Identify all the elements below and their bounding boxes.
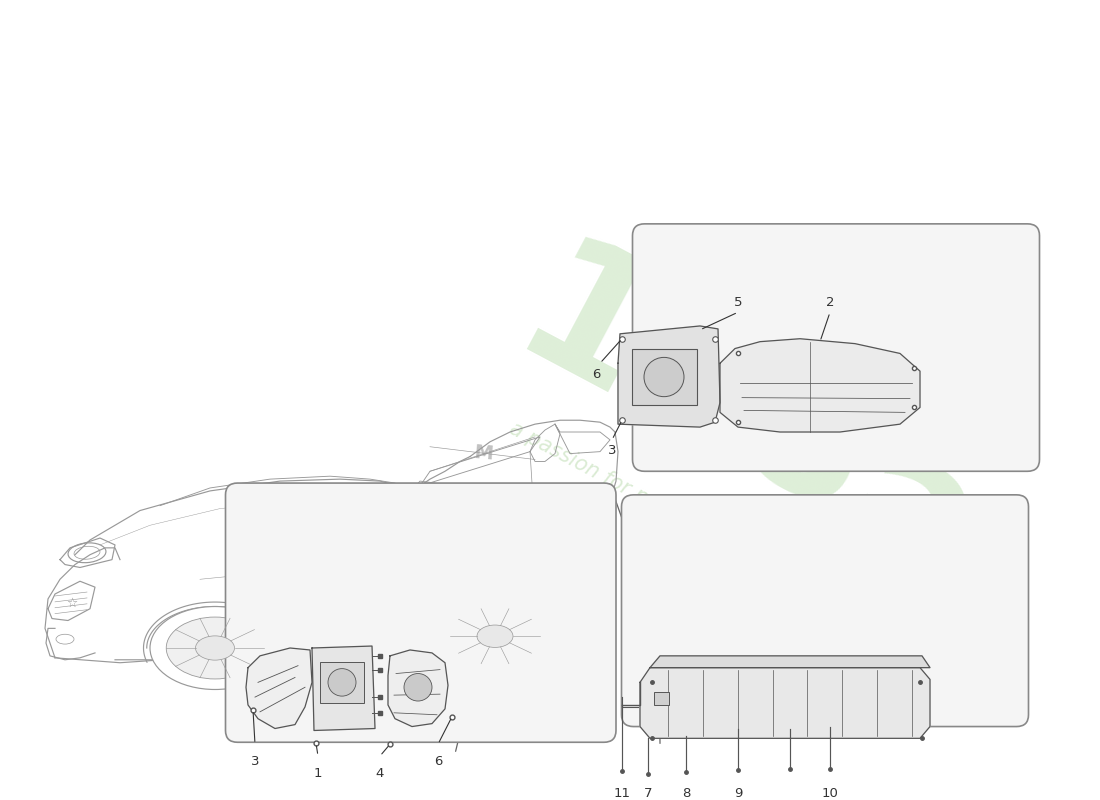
Text: 7: 7 [644, 787, 652, 800]
Text: 8: 8 [682, 787, 690, 800]
Ellipse shape [450, 608, 540, 665]
Text: 2: 2 [826, 296, 834, 310]
Polygon shape [246, 648, 312, 729]
Text: 6: 6 [433, 755, 442, 768]
Text: 10: 10 [822, 787, 838, 800]
FancyBboxPatch shape [226, 483, 616, 742]
Circle shape [404, 674, 432, 701]
Bar [632, 349, 697, 406]
Text: 9: 9 [734, 787, 742, 800]
Text: 3: 3 [251, 755, 260, 768]
Ellipse shape [477, 625, 513, 647]
Text: 5: 5 [734, 296, 742, 310]
Text: 3: 3 [607, 444, 616, 457]
Text: a passion for parts since 1985: a passion for parts since 1985 [506, 418, 794, 583]
Text: M: M [473, 443, 494, 464]
Polygon shape [640, 668, 930, 738]
Text: 1: 1 [314, 767, 322, 780]
Ellipse shape [166, 617, 264, 679]
FancyBboxPatch shape [621, 495, 1028, 726]
Circle shape [644, 358, 684, 397]
FancyBboxPatch shape [632, 224, 1040, 471]
Polygon shape [388, 650, 448, 726]
Circle shape [328, 669, 356, 696]
Ellipse shape [150, 606, 280, 690]
Ellipse shape [196, 636, 234, 660]
Polygon shape [618, 326, 720, 427]
Polygon shape [312, 646, 375, 730]
Bar [320, 662, 364, 703]
Text: 4: 4 [376, 767, 384, 780]
Text: 11: 11 [614, 787, 630, 800]
Polygon shape [720, 338, 920, 432]
Text: 1985: 1985 [487, 226, 1013, 618]
Bar [654, 692, 669, 705]
Text: ☆: ☆ [66, 596, 78, 610]
Ellipse shape [434, 598, 556, 674]
Polygon shape [650, 656, 930, 668]
Text: GranTurismo: GranTurismo [510, 541, 559, 550]
Text: 6: 6 [592, 368, 601, 381]
